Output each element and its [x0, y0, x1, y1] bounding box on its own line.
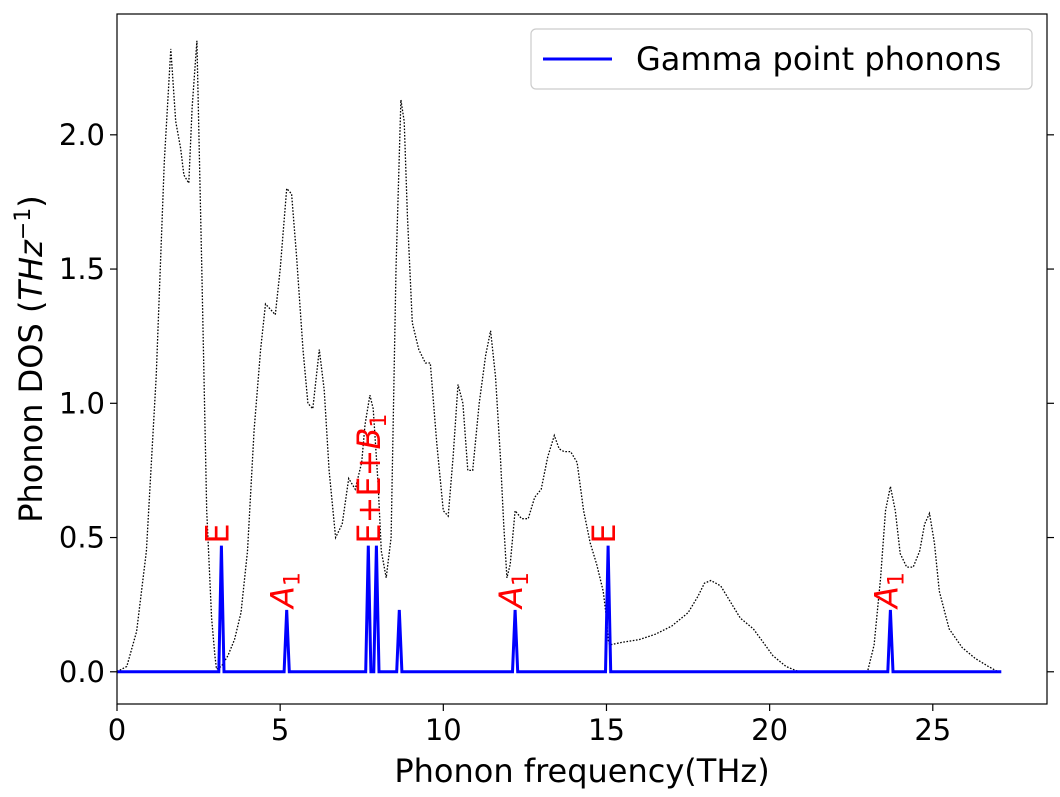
y-tick-label: 1.0 — [59, 386, 105, 420]
y-axis-label: Phonon DOS (THz−1) — [11, 195, 50, 523]
legend-label: Gamma point phonons — [636, 40, 1001, 78]
plot-frame — [116, 13, 1048, 705]
legend: Gamma point phonons — [530, 28, 1033, 90]
mode-label: E — [198, 523, 236, 543]
x-tick-label: 25 — [914, 713, 951, 747]
mode-label: A1 — [264, 572, 306, 610]
y-tick-label: 2.0 — [59, 118, 105, 152]
mode-label: A1 — [867, 572, 909, 610]
x-tick-label: 15 — [588, 713, 625, 747]
x-tick-label: 5 — [271, 713, 289, 747]
mode-annotations: E A1 E+E+B1 A1 E A1 — [198, 414, 909, 610]
x-tick-label: 20 — [751, 713, 788, 747]
y-tick-label: 0.0 — [59, 655, 105, 689]
plot-area — [116, 40, 1002, 674]
mode-label: E+E+B1 — [350, 414, 392, 544]
y-tick-label: 1.5 — [59, 252, 105, 286]
mode-label: A1 — [492, 572, 534, 610]
dos-curve — [116, 40, 999, 673]
axis-ticks: 0 5 10 15 20 25 0.0 0.5 1.0 1.5 2.0 — [59, 118, 1054, 747]
legend-box — [530, 28, 1033, 90]
x-tick-label: 0 — [108, 713, 126, 747]
x-axis-label: Phonon frequency(THz) — [394, 752, 769, 790]
y-tick-label: 0.5 — [59, 521, 105, 555]
mode-label: E — [585, 523, 623, 543]
x-tick-label: 10 — [425, 713, 462, 747]
gamma-phonon-line — [117, 545, 1002, 674]
